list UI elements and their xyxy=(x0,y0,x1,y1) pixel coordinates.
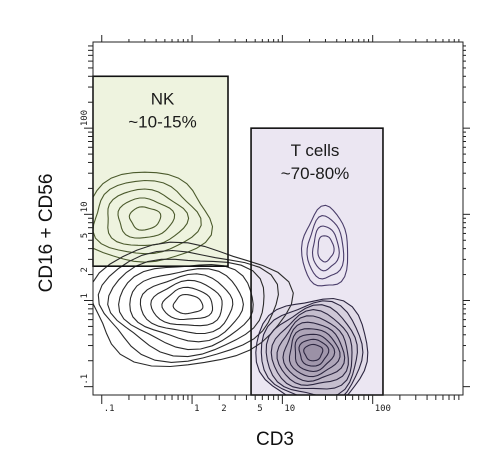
y-tick-label: 2 xyxy=(80,267,90,272)
y-axis-title: CD16 + CD56 xyxy=(36,174,57,293)
contour-negative xyxy=(172,293,204,315)
y-tick-label: 100 xyxy=(80,110,90,126)
gate-percent: ~70-80% xyxy=(281,164,350,183)
contour-nk xyxy=(93,179,202,255)
x-tick-label: 10 xyxy=(284,404,295,414)
contour-t-cells-upper xyxy=(317,235,335,263)
x-tick-label: 100 xyxy=(375,404,391,414)
contour-t-cells xyxy=(282,321,346,382)
gate-percent: ~10-15% xyxy=(128,112,197,131)
y-axis-ticks: .1 1 2 5 10 100 xyxy=(80,45,470,388)
contour-negative xyxy=(129,268,244,343)
contour-nk xyxy=(117,197,176,239)
x-axis-ticks: .1 1 2 5 10 100 xyxy=(101,35,460,414)
contour-t-cells xyxy=(303,343,324,362)
x-tick-label: .1 xyxy=(104,404,115,414)
y-tick-label: .1 xyxy=(80,374,90,385)
y-tick-label: 10 xyxy=(80,201,90,212)
contour-t-cells-upper xyxy=(311,225,340,272)
gate-fills xyxy=(93,76,383,396)
contour-negative xyxy=(161,286,214,321)
x-tick-label: 2 xyxy=(221,404,226,414)
contour-nk xyxy=(128,206,162,231)
contour-t-cells xyxy=(298,338,330,367)
contour-negative xyxy=(97,249,279,363)
x-tick-label: 1 xyxy=(194,404,199,414)
gate-label: NK xyxy=(151,89,175,108)
gate-fill-1 xyxy=(251,128,383,396)
gate-label: T cells xyxy=(291,141,340,160)
contour-t-cells-upper xyxy=(306,215,345,280)
y-tick-label: 5 xyxy=(80,233,90,238)
contour-t-cells xyxy=(270,309,353,390)
contour-negative xyxy=(139,273,234,335)
x-axis-title: CD3 xyxy=(256,429,294,450)
gate-labels: NK ~10-15% T cells ~70-80% xyxy=(128,89,349,183)
contour-nk xyxy=(93,171,214,263)
y-tick-label: 1 xyxy=(80,293,90,298)
contour-t-cells-upper xyxy=(300,204,349,287)
x-tick-label: 5 xyxy=(257,404,262,414)
contour-negative xyxy=(150,279,223,327)
contour-layer xyxy=(93,171,369,395)
contour-nk xyxy=(107,188,190,246)
